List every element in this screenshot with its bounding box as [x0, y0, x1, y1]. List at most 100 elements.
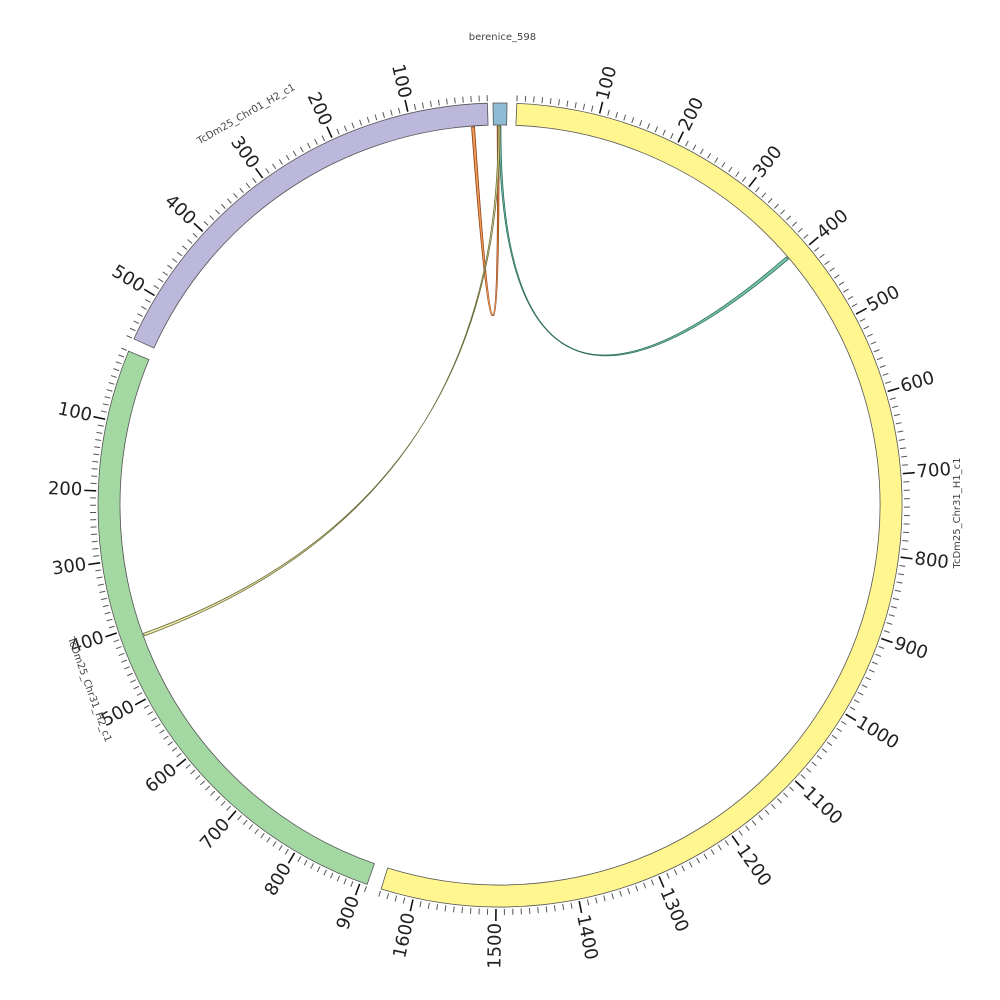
minor-tick — [167, 741, 173, 746]
minor-tick — [566, 100, 569, 107]
minor-tick — [901, 548, 908, 551]
minor-tick — [91, 468, 98, 470]
major-tick — [287, 852, 296, 864]
tick-label: 300 — [749, 142, 787, 182]
segment-chr31h2 — [97, 350, 375, 885]
minor-tick — [814, 247, 820, 252]
minor-tick — [876, 357, 883, 361]
minor-tick — [692, 144, 697, 151]
minor-tick — [865, 676, 872, 681]
minor-tick — [603, 895, 606, 902]
minor-tick — [96, 576, 103, 579]
minor-tick — [537, 907, 539, 914]
minor-tick — [446, 98, 448, 105]
minor-tick — [99, 590, 106, 593]
minor-tick — [615, 112, 618, 119]
minor-tick — [364, 886, 367, 893]
minor-tick — [893, 413, 900, 417]
minor-tick — [635, 885, 639, 892]
minor-tick — [121, 347, 127, 351]
tick-label: 900 — [333, 893, 365, 933]
minor-tick — [453, 906, 455, 913]
major-tick — [598, 101, 604, 114]
major-tick — [175, 758, 187, 768]
minor-tick — [549, 98, 552, 105]
minor-tick — [96, 431, 103, 434]
minor-tick — [896, 581, 903, 584]
minor-tick — [770, 803, 776, 810]
minor-tick — [209, 215, 215, 221]
minor-tick — [631, 117, 635, 124]
minor-tick — [764, 809, 770, 815]
tick-label: 800 — [913, 548, 950, 573]
major-tick — [404, 99, 409, 112]
minor-tick — [190, 769, 196, 775]
major-tick — [326, 126, 333, 138]
minor-tick — [162, 271, 168, 276]
minor-tick — [336, 875, 341, 882]
minor-tick — [872, 661, 878, 665]
minor-tick — [545, 906, 548, 913]
minor-tick — [755, 187, 760, 193]
minor-tick — [868, 669, 875, 673]
minor-tick — [155, 723, 161, 728]
minor-tick — [454, 97, 456, 104]
minor-tick — [824, 260, 830, 265]
minor-tick — [595, 897, 598, 904]
minor-tick — [303, 859, 308, 866]
minor-tick — [738, 830, 743, 836]
minor-tick — [816, 755, 823, 760]
major-tick — [227, 810, 237, 821]
minor-tick — [220, 203, 226, 209]
minor-tick — [863, 325, 870, 330]
minor-tick — [141, 306, 147, 310]
minor-tick — [853, 699, 860, 703]
minor-tick — [859, 318, 866, 322]
minor-tick — [899, 565, 906, 567]
minor-tick — [639, 120, 643, 127]
tick-label: 1600 — [389, 911, 419, 960]
major-tick — [881, 637, 893, 644]
minor-tick — [129, 327, 136, 332]
tick-label: 500 — [863, 281, 903, 316]
ticks-layer — [84, 95, 915, 921]
minor-tick — [836, 727, 842, 733]
minor-tick — [108, 625, 115, 629]
minor-tick — [97, 424, 104, 427]
minor-tick — [237, 815, 242, 821]
minor-tick — [866, 333, 873, 337]
minor-tick — [806, 767, 812, 773]
tick-label: 1300 — [655, 885, 692, 935]
minor-tick — [115, 646, 122, 650]
tick-label: 1100 — [799, 782, 847, 829]
minor-tick — [254, 828, 259, 834]
minor-tick — [278, 845, 283, 851]
minor-tick — [843, 288, 849, 293]
minor-tick — [94, 446, 101, 449]
minor-tick — [685, 140, 689, 147]
minor-tick — [562, 904, 565, 911]
minor-tick — [741, 176, 747, 183]
minor-tick — [203, 221, 209, 226]
minor-tick — [106, 618, 113, 622]
minor-tick — [591, 105, 594, 112]
minor-tick — [210, 790, 216, 796]
segment-chr31h1 — [380, 102, 903, 908]
minor-tick — [834, 274, 840, 279]
minor-tick — [751, 820, 757, 826]
minor-tick — [427, 902, 430, 909]
minor-tick — [654, 126, 658, 133]
minor-tick — [266, 837, 271, 843]
major-tick — [900, 556, 913, 560]
minor-tick — [650, 879, 655, 886]
major-tick — [845, 713, 857, 722]
tick-label: 100 — [56, 398, 94, 426]
minor-tick — [167, 264, 173, 270]
minor-tick — [378, 890, 382, 897]
minor-tick — [607, 109, 610, 116]
minor-tick — [861, 684, 868, 688]
tick-label: 300 — [226, 132, 263, 172]
tick-label: 700 — [916, 459, 952, 483]
minor-tick — [724, 840, 729, 846]
minor-tick — [187, 239, 193, 244]
